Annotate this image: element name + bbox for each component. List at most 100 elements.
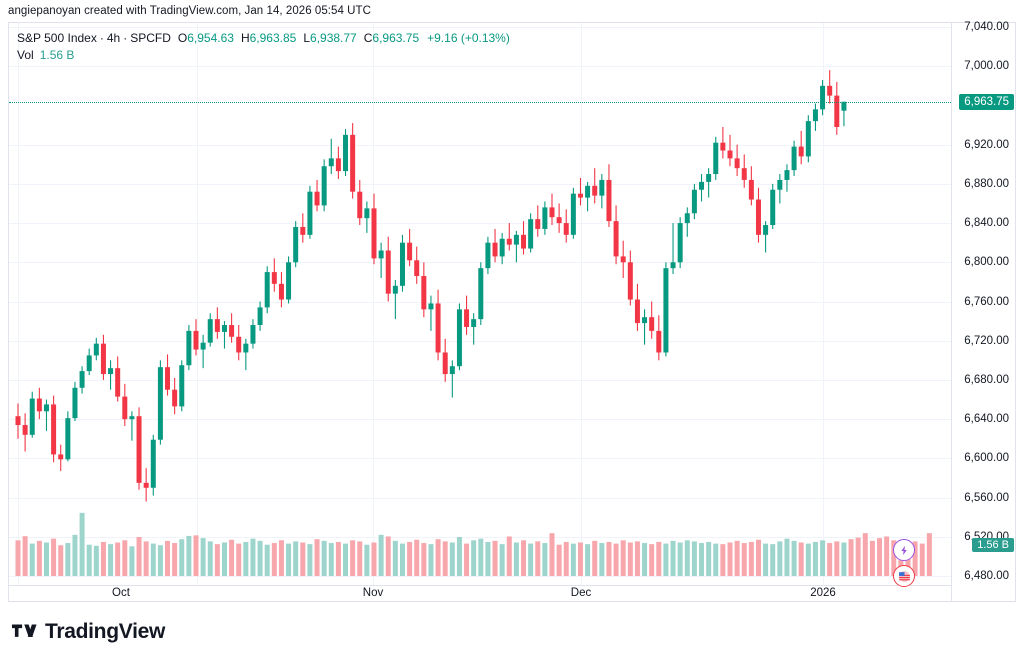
price-axis[interactable]: 7,040.00 7,000.00 6,920.00 6,880.00 6,840.00… [951, 21, 1015, 601]
candle-body [22, 425, 28, 435]
current-price-badge[interactable]: 6,963.75 [959, 93, 1014, 110]
legend-symbol[interactable]: S&P 500 Index [17, 31, 97, 45]
volume-bar [521, 540, 527, 576]
candle-body [207, 319, 213, 343]
candle-body [143, 482, 149, 488]
volume-bar [157, 545, 163, 576]
volume-bar [122, 540, 128, 576]
candle-body [656, 330, 662, 353]
candle-body [314, 191, 320, 206]
candle-body [620, 256, 626, 263]
volume-bar [642, 543, 648, 576]
candle-body [371, 208, 377, 259]
candle-body [649, 317, 655, 331]
volume-bar [407, 541, 413, 576]
volume-bar [15, 540, 21, 576]
candle-body [713, 142, 719, 175]
volume-bar [378, 534, 384, 576]
candle-body [606, 179, 612, 222]
candle-body [328, 158, 334, 167]
candle-body [150, 439, 156, 488]
attribution-text: angiepanoyan created with TradingView.co… [8, 5, 371, 17]
candle-body [556, 217, 562, 224]
legend-interval[interactable]: 4h [106, 31, 121, 45]
candle-body [827, 85, 833, 96]
volume-bar [421, 543, 427, 576]
candle-body [691, 189, 697, 214]
candle-body [699, 181, 705, 190]
create-alert-button[interactable] [893, 539, 915, 561]
volume-bar [179, 539, 185, 576]
candle-body [186, 330, 192, 366]
volume-bar [115, 542, 121, 576]
candlestick-series [15, 70, 932, 576]
candle-body [720, 142, 726, 151]
volume-bar [599, 543, 605, 576]
volume-value-badge[interactable]: 1.56 B [972, 538, 1014, 552]
legend-high-value: 6,963.85 [249, 31, 297, 45]
volume-bar [385, 536, 391, 576]
candle-body [684, 213, 690, 224]
volume-bar [912, 541, 918, 576]
volume-bar [93, 545, 99, 576]
legend-volume-row: Vol 1.56 B [17, 47, 510, 63]
candle-body [243, 343, 249, 353]
volume-bar [307, 544, 313, 576]
volume-bar [236, 543, 242, 576]
price-axis-label: 6,880.00 [964, 177, 1009, 190]
candle-body [677, 223, 683, 263]
market-session-button[interactable] [893, 565, 915, 587]
candle-body [663, 268, 669, 353]
plot-area[interactable] [9, 23, 951, 585]
volume-bar [343, 543, 349, 576]
volume-bar [414, 539, 420, 576]
candle-body [378, 250, 384, 259]
legend-volume-key[interactable]: Vol [17, 48, 34, 62]
volume-bar [129, 546, 135, 576]
grid-line-horizontal [9, 144, 951, 146]
candle-body [193, 330, 199, 350]
candle-body [763, 225, 769, 235]
candle-body [755, 199, 761, 235]
candle-body [727, 150, 733, 159]
candle-body [115, 368, 121, 397]
candle-body [464, 309, 470, 327]
volume-bar [798, 542, 804, 576]
volume-bar [869, 540, 875, 576]
candle-body [627, 262, 633, 300]
candle-body [478, 268, 484, 320]
volume-bar [335, 541, 341, 576]
price-axis-label: 7,000.00 [964, 60, 1009, 73]
candle-body [264, 272, 270, 308]
volume-bar [691, 541, 697, 576]
candle-body [165, 367, 171, 390]
volume-bar [456, 537, 462, 576]
legend-open: O6,954.63 [178, 30, 234, 46]
candle-body [250, 325, 256, 344]
volume-bar [805, 543, 811, 576]
candle-body [585, 185, 591, 198]
volume-bar [214, 544, 220, 576]
volume-bar [150, 543, 156, 576]
volume-bar [834, 541, 840, 576]
legend-main-row: S&P 500 Index · 4h · SPCFD O6,954.63 H6,… [17, 30, 510, 46]
candle-body [343, 134, 349, 172]
grid-line-horizontal [9, 379, 951, 381]
candle-body [350, 134, 356, 192]
time-axis-label: Dec [570, 587, 592, 599]
grid-line-horizontal [9, 536, 951, 538]
candle-body [79, 371, 85, 388]
candle-body [599, 179, 605, 196]
grid-line-vertical [581, 23, 582, 585]
candle-body [307, 191, 313, 235]
volume-bar [827, 543, 833, 576]
volume-bar [812, 541, 818, 576]
candle-body [257, 307, 263, 326]
legend-close: C6,963.75 [364, 30, 419, 46]
candle-body [357, 191, 363, 219]
legend-close-value: 6,963.75 [372, 31, 420, 45]
candle-body [300, 226, 306, 235]
volume-bar [257, 540, 263, 576]
candle-body [221, 325, 227, 332]
time-axis[interactable]: Oct Nov Dec 2026 [9, 585, 951, 601]
